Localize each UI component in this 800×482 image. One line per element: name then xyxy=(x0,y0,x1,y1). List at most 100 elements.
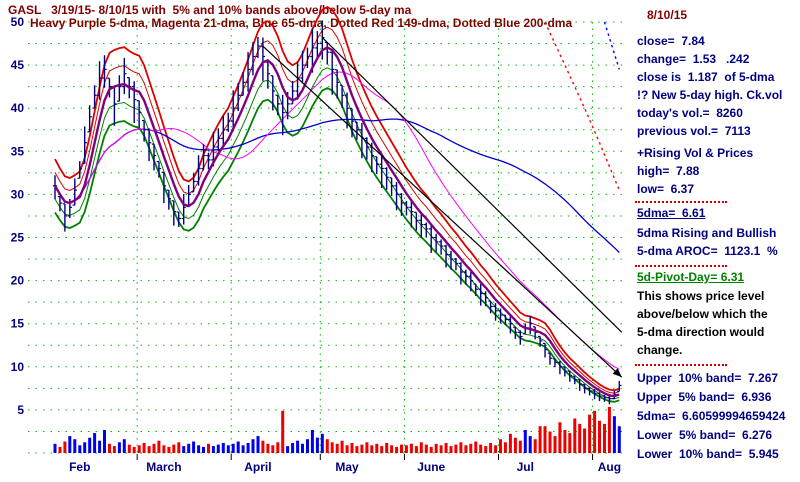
panel-5dma-trend: 5dma Rising and Bullish xyxy=(637,226,777,240)
panel-pivot-desc: above/below which the xyxy=(637,307,768,321)
volume-bar xyxy=(117,442,121,453)
y-axis-label: 20 xyxy=(11,274,25,288)
volume-bar xyxy=(553,436,557,453)
volume-bar xyxy=(588,414,592,453)
volume-bar xyxy=(241,445,245,453)
ma149-dotted-line xyxy=(544,21,620,191)
panel-lower10-band: Lower 10% band= 5.945 xyxy=(637,447,779,461)
volume-bar xyxy=(563,430,567,453)
ma200-dotted-line xyxy=(603,21,620,70)
volume-bar xyxy=(157,440,161,453)
volume-bar xyxy=(558,422,562,453)
volume-bar xyxy=(310,430,314,453)
volume-bar xyxy=(231,443,235,453)
month-label: May xyxy=(335,460,359,474)
chart-title: GASL 3/19/15- 8/10/15 with 5% and 10% ba… xyxy=(8,3,412,17)
y-axis-label: 35 xyxy=(11,144,25,158)
panel-high-line: high= 7.88 xyxy=(637,164,700,178)
volume-bar xyxy=(286,446,290,453)
volume-bar xyxy=(291,443,295,453)
volume-bar xyxy=(93,433,97,453)
volume-bar xyxy=(390,445,394,453)
volume-bar xyxy=(464,445,468,453)
panel-newhigh-line: !? New 5-day high. Ck.vol xyxy=(637,88,783,102)
volume-bar xyxy=(83,442,87,453)
y-axis-label: 25 xyxy=(11,231,25,245)
stats-panel: 8/10/15 close= 7.84 change= 1.53 .242 cl… xyxy=(631,0,800,482)
volume-bar xyxy=(380,446,384,453)
volume-bar xyxy=(489,443,493,453)
panel-separator xyxy=(635,364,727,366)
y-axis-label: 5 xyxy=(17,403,24,417)
volume-bar xyxy=(68,436,72,453)
volume-bar xyxy=(568,433,572,453)
panel-date: 8/10/15 xyxy=(647,8,688,22)
volume-bar xyxy=(612,416,616,453)
volume-bar xyxy=(345,445,349,453)
panel-pivot-desc: change. xyxy=(637,343,683,357)
volume-bar xyxy=(573,418,577,453)
volume-bar xyxy=(583,428,587,453)
panel-ratio-line: close is 1.187 of 5-dma xyxy=(637,70,775,84)
volume-bar xyxy=(301,443,304,453)
volume-bar xyxy=(137,445,141,453)
volume-bar xyxy=(375,443,379,453)
volume-bar xyxy=(192,441,196,453)
lower-10pct-band xyxy=(54,87,620,403)
panel-change-line: change= 1.53 .242 xyxy=(637,52,750,66)
volume-bar xyxy=(147,446,151,453)
volume-bar xyxy=(429,446,433,453)
volume-bar xyxy=(325,439,329,453)
month-label: June xyxy=(417,460,445,474)
panel-aroc-line: 5-dma AROC= 1123.1 % xyxy=(637,244,778,258)
volume-bar xyxy=(167,446,171,453)
volume-bar xyxy=(593,410,597,453)
volume-bar xyxy=(261,440,265,453)
volume-bar xyxy=(395,446,399,453)
panel-pivot-line: 5d-Pivot-Day= 6.31 xyxy=(637,270,745,284)
volume-bar xyxy=(335,443,339,453)
volume-bar xyxy=(197,445,201,453)
volume-bar xyxy=(439,445,443,453)
panel-lower5-band: Lower 5% band= 6.276 xyxy=(637,428,773,442)
panel-upper5-band: Upper 5% band= 6.936 xyxy=(637,390,772,404)
volume-bar xyxy=(543,426,547,453)
volume-bar xyxy=(211,446,215,453)
panel-today-vol: today's vol.= 8260 xyxy=(637,106,743,120)
volume-bar xyxy=(538,426,542,453)
volume-bar xyxy=(73,439,77,453)
volume-bar xyxy=(320,433,324,453)
y-axis-label: 30 xyxy=(11,187,25,201)
volume-bar xyxy=(202,446,205,453)
volume-bar xyxy=(271,445,275,453)
volume-bar xyxy=(112,446,116,453)
volume-bar xyxy=(340,440,344,453)
y-axis-label: 50 xyxy=(11,15,25,29)
volume-bar xyxy=(533,439,537,453)
volume-bar xyxy=(603,423,606,453)
volume-bar xyxy=(251,439,255,453)
volume-bar xyxy=(281,410,285,453)
ma-legend: Heavy Purple 5-dma, Magenta 21-dma, Blue… xyxy=(30,16,573,30)
trendline xyxy=(262,45,623,378)
upper-10pct-band xyxy=(54,5,620,392)
volume-bar xyxy=(598,420,601,453)
volume-bar xyxy=(404,445,408,453)
panel-pivot-desc: 5-dma direction would xyxy=(637,325,765,339)
volume-bar xyxy=(617,426,621,453)
panel-rising-line: +Rising Vol & Prices xyxy=(637,146,754,160)
panel-separator xyxy=(635,265,727,267)
volume-bar xyxy=(499,439,502,453)
ma65-line xyxy=(54,118,620,253)
volume-bar xyxy=(459,442,463,453)
volume-bar xyxy=(449,446,453,453)
y-axis-label: 45 xyxy=(11,58,25,72)
volume-bar xyxy=(607,407,611,453)
volume-bar xyxy=(578,423,582,453)
volume-bar xyxy=(424,444,428,453)
volume-bar xyxy=(315,437,319,453)
volume-bar xyxy=(508,433,512,453)
volume-bar xyxy=(103,430,106,453)
volume-bar xyxy=(330,442,334,453)
